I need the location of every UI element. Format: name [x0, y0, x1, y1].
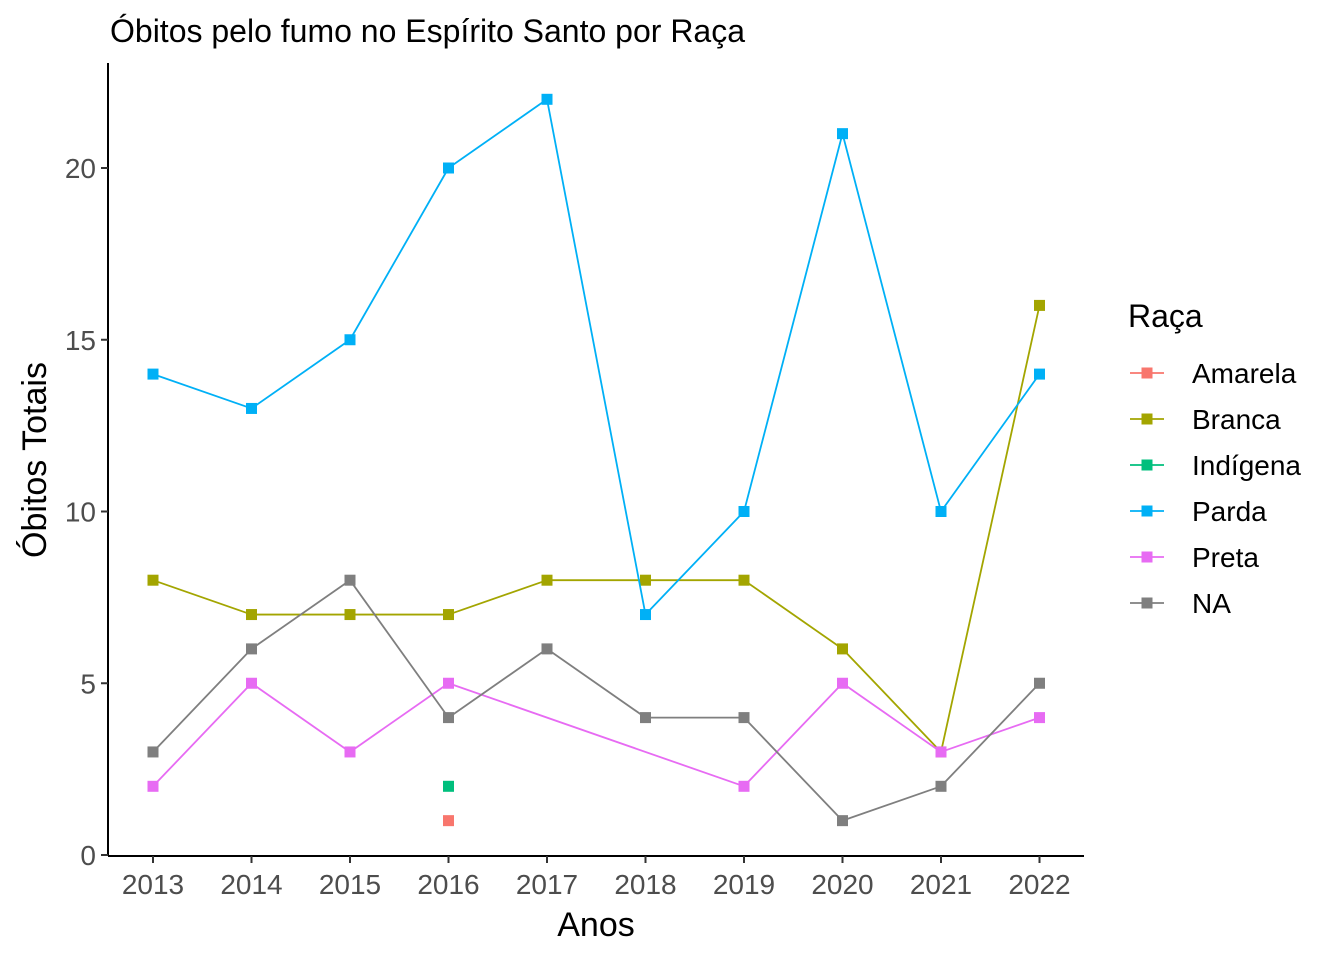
data-point-parda [344, 334, 356, 346]
legend-item-parda: Parda [1130, 496, 1267, 527]
legend-title: Raça [1128, 298, 1203, 334]
legend-item-na: NA [1130, 588, 1231, 619]
legend-key-point [1141, 413, 1153, 425]
data-point-na [640, 712, 651, 724]
data-point-indigena [443, 780, 454, 792]
data-point-parda [640, 609, 651, 621]
y-tick-label: 5 [80, 668, 96, 699]
data-point-na [246, 643, 257, 655]
series-parda [147, 93, 1045, 621]
x-tick-label: 2015 [319, 869, 381, 900]
legend-items: Amarela Branca Indígena Parda Preta NA [1130, 358, 1301, 619]
data-point-parda [541, 93, 553, 105]
series-line-preta [152, 682, 1040, 788]
data-point-preta [1034, 712, 1045, 724]
data-point-branca [246, 609, 257, 621]
data-point-na [443, 712, 454, 724]
series-line-parda [152, 98, 1041, 616]
legend-key-point [1141, 367, 1153, 379]
legend-label: Indígena [1192, 450, 1301, 481]
x-axis-title: Anos [557, 906, 635, 944]
x-tick-label: 2018 [614, 869, 676, 900]
legend-label: Preta [1192, 542, 1259, 573]
data-point-preta [738, 780, 750, 792]
data-point-parda [837, 128, 848, 140]
data-point-amarela [443, 815, 454, 827]
x-axis-ticks: 2013 2014 2015 2016 2017 2018 2019 2020 2021 2022 [122, 856, 1071, 900]
legend-key-point [1141, 551, 1153, 563]
data-point-na [738, 712, 750, 724]
legend-label: Parda [1192, 496, 1267, 527]
series-branca [147, 299, 1045, 758]
legend-item-indigena: Indígena [1130, 450, 1301, 481]
data-point-preta [344, 746, 356, 758]
data-point-preta [935, 746, 947, 758]
data-point-preta [147, 780, 159, 792]
x-tick-label: 2022 [1008, 869, 1070, 900]
series-line-branca [152, 305, 1041, 753]
data-point-branca [738, 574, 750, 586]
data-point-parda [246, 402, 257, 414]
data-point-na [837, 815, 848, 827]
series-amarela [443, 815, 454, 827]
data-point-branca [344, 609, 356, 621]
x-tick-label: 2020 [811, 869, 873, 900]
data-point-parda [1034, 368, 1045, 380]
series-na [147, 574, 1045, 827]
data-point-na [344, 574, 356, 586]
legend-label: Branca [1192, 404, 1281, 435]
legend-key-point [1141, 597, 1153, 609]
x-tick-label: 2013 [122, 869, 184, 900]
data-point-na [935, 780, 947, 792]
y-tick-label: 15 [65, 325, 96, 356]
data-point-branca [837, 643, 848, 655]
data-point-branca [443, 609, 454, 621]
data-point-preta [443, 677, 454, 689]
y-tick-label: 10 [65, 497, 96, 528]
series-line-na [152, 579, 1041, 822]
data-point-branca [640, 574, 651, 586]
x-tick-label: 2016 [417, 869, 479, 900]
legend-label: Amarela [1192, 358, 1297, 389]
data-point-na [541, 643, 553, 655]
data-point-parda [147, 368, 159, 380]
series-layer [147, 93, 1045, 827]
data-point-na [147, 746, 159, 758]
legend: Raça Amarela Branca Indígena Parda Preta NA [1128, 298, 1301, 619]
data-point-preta [246, 677, 257, 689]
x-tick-label: 2014 [220, 869, 282, 900]
x-tick-label: 2019 [713, 869, 775, 900]
data-point-na [1034, 677, 1045, 689]
x-tick-label: 2017 [516, 869, 578, 900]
data-point-parda [738, 506, 750, 517]
legend-key-point [1141, 459, 1153, 471]
legend-item-branca: Branca [1130, 404, 1281, 435]
y-tick-label: 0 [80, 840, 96, 871]
data-point-parda [443, 162, 454, 174]
chart-title: Óbitos pelo fumo no Espírito Santo por R… [110, 13, 745, 49]
series-indigena [443, 780, 454, 792]
y-axis-ticks: 0 5 10 15 20 [65, 153, 108, 871]
data-point-parda [935, 506, 947, 517]
data-point-branca [541, 574, 553, 586]
data-point-branca [147, 574, 159, 586]
legend-item-preta: Preta [1130, 542, 1259, 573]
x-tick-label: 2021 [910, 869, 972, 900]
series-preta [147, 677, 1045, 792]
legend-label: NA [1192, 588, 1231, 619]
legend-item-amarela: Amarela [1130, 358, 1297, 389]
data-point-branca [1034, 299, 1045, 311]
y-axis-title: Óbitos Totais [16, 362, 54, 558]
y-tick-label: 20 [65, 153, 96, 184]
plot-area [147, 93, 1045, 827]
legend-key-point [1141, 505, 1153, 517]
data-point-preta [837, 677, 848, 689]
